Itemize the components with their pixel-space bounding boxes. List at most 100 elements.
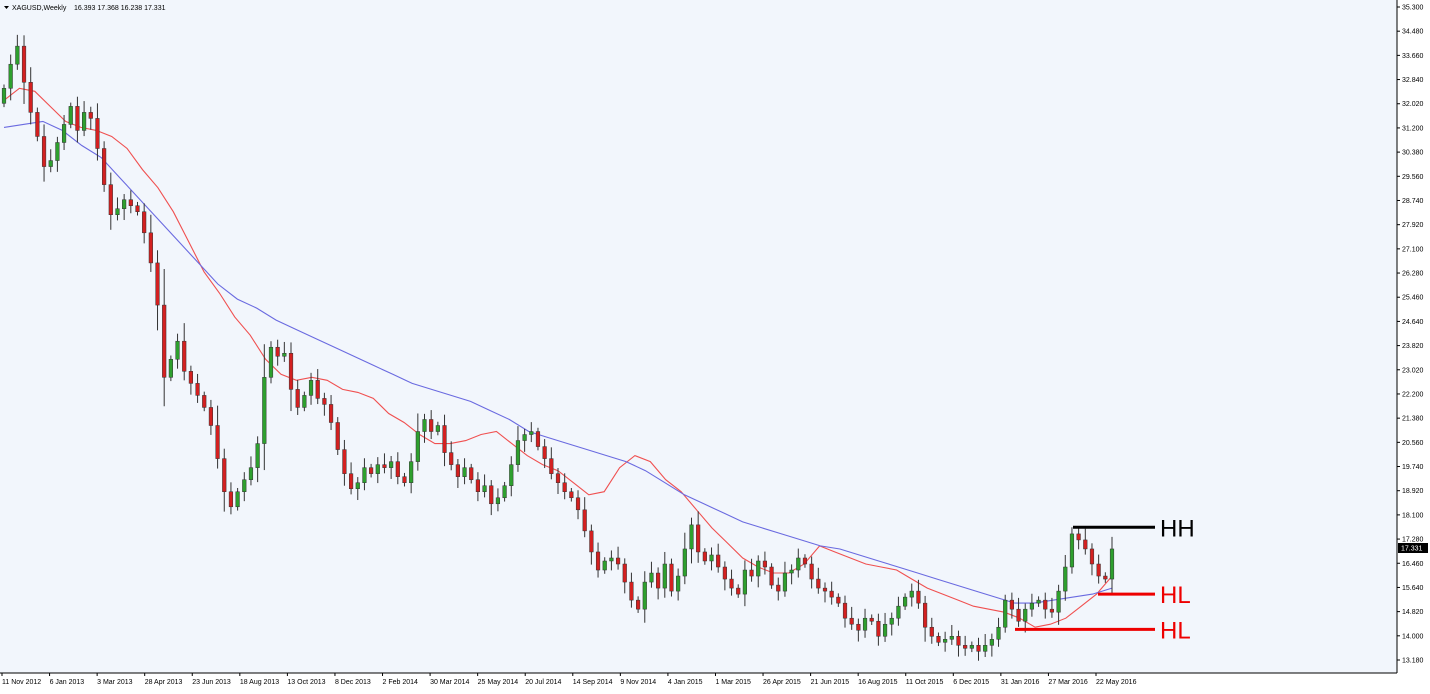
candle [182, 323, 187, 381]
candle-body [1083, 539, 1088, 550]
candle-body [1009, 599, 1014, 610]
candle [489, 480, 494, 516]
dropdown-triangle-icon[interactable] [4, 6, 9, 9]
candle-body [195, 383, 200, 396]
candle-body [582, 509, 587, 532]
candle [809, 556, 814, 589]
candle [415, 413, 420, 471]
candle [849, 606, 854, 630]
candle-body [489, 485, 494, 505]
candle-body [595, 551, 601, 571]
candle-body [308, 380, 314, 396]
candle [989, 633, 994, 657]
candle-body [275, 346, 280, 357]
candle [302, 391, 307, 412]
candle [602, 557, 607, 574]
candle [115, 197, 120, 221]
candle [1076, 526, 1081, 550]
candle [1016, 597, 1021, 627]
candle [1043, 592, 1048, 619]
candle-body [996, 626, 1001, 640]
candle-body [609, 557, 614, 562]
candle [1056, 584, 1061, 625]
candle [375, 457, 380, 484]
candle-body [322, 398, 327, 405]
candle-body [262, 377, 267, 444]
candle-body [202, 395, 207, 408]
candle [435, 421, 440, 436]
candle-body [916, 590, 921, 604]
candle-body [976, 645, 981, 652]
candle [562, 473, 567, 500]
price-tick-label: 19.740 [1402, 464, 1424, 471]
ohlc-values: 16.393 17.368 16.238 17.331 [74, 5, 166, 12]
candle [248, 456, 254, 486]
annotation-higher-high: HH [1073, 515, 1195, 542]
candle-body [535, 431, 541, 447]
price-axis: 35.300 34.480 33.660 32.840 32.020 31.200 30.3… [1397, 5, 1424, 665]
candle-body [509, 464, 514, 486]
candle [1023, 603, 1028, 633]
candle-body [75, 106, 80, 131]
candle [829, 581, 834, 605]
time-tick-label: 6 Dec 2015 [953, 679, 989, 686]
candle [996, 617, 1001, 647]
candle [102, 141, 107, 192]
candle-body [1003, 599, 1008, 628]
candle-body [769, 566, 774, 586]
time-tick-label: 1 Mar 2015 [715, 679, 751, 686]
candle [869, 614, 874, 625]
candle [969, 641, 974, 653]
candle [762, 551, 768, 575]
candle-body [502, 485, 507, 499]
candle-body [422, 419, 427, 432]
candle-body [796, 557, 801, 571]
candle-body [375, 464, 380, 474]
time-tick-label: 16 Aug 2015 [858, 679, 897, 686]
candle-body [856, 623, 861, 631]
candle-body [629, 581, 634, 601]
candle-body [729, 578, 734, 589]
candle [8, 54, 13, 101]
candle-body [1049, 608, 1055, 613]
candle [208, 399, 214, 435]
candle [669, 558, 674, 597]
candle-body [469, 467, 474, 480]
candle [856, 618, 861, 642]
candle-body [482, 485, 487, 492]
candle-body [1063, 566, 1068, 592]
candle-body [716, 554, 721, 568]
time-tick-label: 28 Apr 2013 [145, 679, 183, 686]
candle-body [649, 572, 654, 583]
time-tick-label: 13 Oct 2013 [287, 679, 325, 686]
candle-body [642, 581, 647, 610]
candle [188, 365, 193, 395]
candle [61, 115, 67, 151]
chart-header: XAGUSD,Weekly 16.393 17.368 16.238 17.33… [4, 5, 166, 12]
candle-body [869, 617, 874, 622]
candle [1103, 572, 1108, 583]
candle [1003, 594, 1008, 633]
time-tick-label: 2 Feb 2014 [383, 679, 419, 686]
candle-body [449, 452, 454, 465]
candle-body [362, 467, 367, 483]
candle-body [549, 458, 554, 474]
candle-body [1069, 533, 1075, 568]
candle [949, 624, 954, 645]
candle [789, 564, 794, 585]
candle-body [442, 425, 447, 453]
candle-body [1096, 563, 1101, 577]
candle [862, 608, 868, 638]
candle-body [656, 572, 661, 589]
candle [195, 373, 200, 403]
candle-body [135, 205, 140, 212]
candle [328, 395, 334, 431]
candle-body [669, 563, 674, 592]
candle [909, 583, 914, 607]
candle-body [676, 575, 681, 592]
candle-body [228, 491, 234, 508]
candle [322, 392, 327, 416]
candle [1089, 543, 1095, 576]
candle [108, 172, 113, 230]
